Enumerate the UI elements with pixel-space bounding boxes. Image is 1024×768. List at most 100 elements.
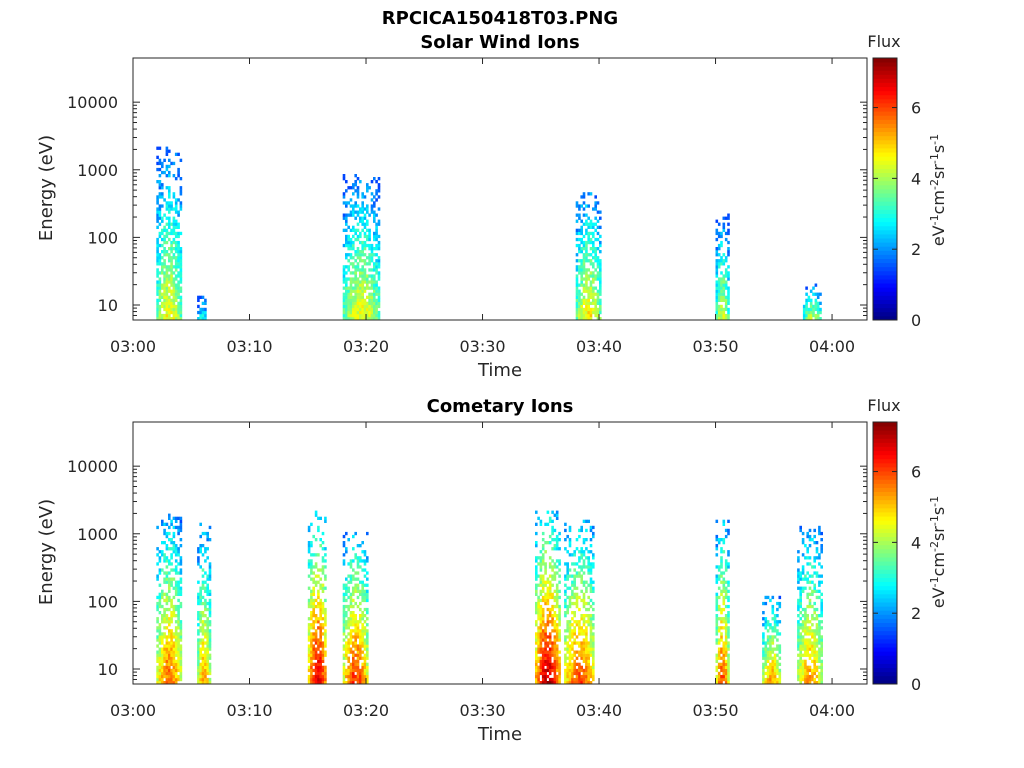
- heatmap-cell: [804, 677, 807, 682]
- heatmap-cell: [564, 662, 567, 666]
- heatmap-cell: [582, 644, 586, 648]
- heatmap-cell: [797, 644, 800, 648]
- heatmap-cell: [571, 677, 574, 682]
- heatmap-cell: [377, 313, 381, 318]
- x-tick-label: 03:20: [343, 701, 389, 720]
- heatmap-cell: [535, 607, 538, 612]
- heatmap-cell: [724, 595, 728, 600]
- heatmap-cell: [587, 571, 590, 575]
- heatmap-cell: [319, 611, 322, 615]
- heatmap-cell: [307, 629, 311, 633]
- heatmap-cell: [361, 617, 364, 621]
- heatmap-cell: [717, 538, 721, 542]
- heatmap-cell: [813, 571, 816, 575]
- heatmap-cell: [724, 274, 728, 278]
- heatmap-cell: [587, 292, 590, 296]
- heatmap-cell: [820, 580, 823, 584]
- colorbar-swatch: [873, 610, 897, 615]
- heatmap-cell: [359, 601, 362, 606]
- heatmap-cell: [168, 656, 171, 660]
- heatmap-cell: [165, 310, 169, 315]
- heatmap-cell: [347, 580, 350, 584]
- heatmap-cell: [345, 577, 348, 581]
- heatmap-cell: [361, 268, 364, 272]
- heatmap-cell: [804, 556, 807, 560]
- heatmap-cell: [363, 568, 367, 572]
- heatmap-cell: [818, 656, 821, 660]
- colorbar-swatch: [873, 667, 897, 673]
- heatmap-cell: [727, 598, 730, 603]
- heatmap-cell: [769, 623, 772, 627]
- heatmap-cell: [724, 626, 728, 630]
- heatmap-cell: [172, 295, 176, 299]
- heatmap-cell: [319, 623, 322, 627]
- heatmap-cell: [363, 195, 367, 199]
- colorbar-swatch: [873, 193, 897, 198]
- heatmap-cell: [156, 553, 159, 557]
- heatmap-cell: [174, 250, 178, 254]
- heatmap-cell: [571, 592, 574, 596]
- heatmap-cell: [206, 556, 209, 560]
- heatmap-cell: [575, 635, 579, 639]
- heatmap-cell: [555, 534, 559, 539]
- heatmap-cell: [582, 623, 586, 627]
- heatmap-cell: [158, 298, 162, 302]
- heatmap-cell: [165, 307, 169, 312]
- heatmap-cell: [199, 653, 202, 657]
- heatmap-cell: [201, 656, 205, 660]
- heatmap-cell: [809, 310, 813, 315]
- heatmap-cell: [769, 644, 772, 648]
- heatmap-cell: [165, 522, 169, 526]
- heatmap-cell: [535, 632, 538, 636]
- heatmap-cell: [361, 313, 364, 318]
- heatmap-cell: [317, 638, 320, 642]
- colorbar-swatch: [873, 446, 897, 452]
- heatmap-cell: [161, 195, 164, 199]
- heatmap-cell: [168, 559, 171, 563]
- heatmap-cell: [580, 219, 583, 223]
- heatmap-cell: [158, 601, 162, 606]
- heatmap-cell: [802, 310, 806, 315]
- heatmap-cell: [345, 310, 348, 315]
- heatmap-cell: [366, 681, 369, 685]
- heatmap-cell: [575, 286, 579, 290]
- heatmap-cell: [366, 307, 369, 312]
- heatmap-cell: [818, 620, 821, 624]
- heatmap-cell: [553, 662, 557, 666]
- heatmap-cell: [537, 674, 540, 679]
- heatmap-cell: [599, 317, 602, 321]
- heatmap-cell: [589, 580, 593, 584]
- heatmap-cell: [776, 614, 779, 618]
- heatmap-cell: [161, 668, 164, 673]
- colorbar-swatch: [873, 315, 897, 321]
- heatmap-cell: [347, 681, 350, 685]
- heatmap-cell: [575, 601, 579, 606]
- heatmap-cell: [592, 250, 595, 254]
- heatmap-cell: [314, 583, 318, 587]
- heatmap-cell: [356, 283, 360, 287]
- colorbar-swatch: [873, 201, 897, 206]
- heatmap-cell: [820, 611, 823, 615]
- heatmap-cell: [377, 286, 381, 290]
- heatmap-cell: [575, 277, 579, 281]
- heatmap-cell: [356, 671, 360, 676]
- heatmap-cell: [715, 553, 719, 557]
- heatmap-cell: [727, 659, 730, 663]
- heatmap-cell: [820, 598, 823, 603]
- heatmap-cell: [324, 547, 327, 551]
- colorbar-swatch: [873, 454, 897, 460]
- heatmap-cell: [571, 629, 574, 633]
- heatmap-cell: [170, 277, 173, 281]
- heatmap-cell: [163, 265, 166, 269]
- heatmap-cell: [546, 614, 550, 618]
- heatmap-cell: [168, 195, 171, 199]
- heatmap-cell: [555, 571, 559, 575]
- heatmap-cell: [566, 571, 569, 575]
- heatmap-cell: [727, 614, 730, 618]
- heatmap-cell: [573, 629, 576, 633]
- heatmap-cell: [208, 614, 212, 618]
- heatmap-cell: [541, 629, 545, 633]
- heatmap-cell: [172, 665, 176, 669]
- heatmap-cell: [819, 317, 822, 321]
- heatmap-cell: [363, 289, 367, 293]
